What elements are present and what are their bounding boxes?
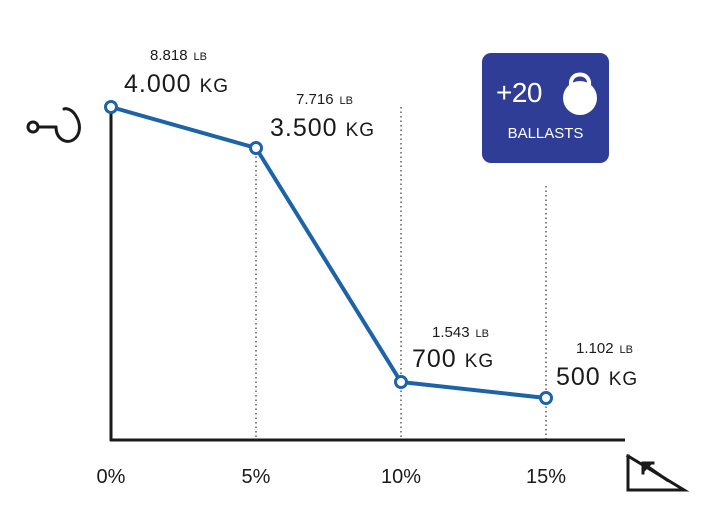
tow-hook-icon xyxy=(26,107,81,143)
kg-unit: KG xyxy=(346,120,375,141)
kg-label: 4.000 KG xyxy=(124,70,229,98)
ballast-label: BALLASTS xyxy=(507,125,584,142)
lb-label: 1.543 LB xyxy=(432,324,489,341)
kg-label: 700 KG xyxy=(412,345,494,373)
data-point xyxy=(104,100,118,114)
data-point xyxy=(394,375,408,389)
incline-slope-icon xyxy=(625,453,690,492)
kg-value: 700 xyxy=(412,345,457,373)
data-point xyxy=(539,391,553,405)
data-point xyxy=(249,141,263,155)
lb-unit: LB xyxy=(476,328,489,340)
lb-value: 7.716 xyxy=(296,91,334,108)
kg-value: 4.000 xyxy=(124,70,192,98)
kg-value: 500 xyxy=(556,363,601,391)
series-line xyxy=(110,105,547,400)
kg-label: 3.500 KG xyxy=(270,114,375,142)
lb-unit: LB xyxy=(620,344,633,356)
x-tick-label: 5% xyxy=(242,466,271,488)
kg-value: 3.500 xyxy=(270,114,338,142)
lb-label: 8.818 LB xyxy=(150,47,207,64)
kg-unit: KG xyxy=(465,351,494,372)
kg-unit: KG xyxy=(200,76,229,97)
kg-unit: KG xyxy=(609,369,638,390)
lb-unit: LB xyxy=(340,95,353,107)
x-tick-label: 10% xyxy=(381,466,421,488)
lb-label: 7.716 LB xyxy=(296,91,353,108)
x-tick-label: 15% xyxy=(526,466,566,488)
kg-label: 500 KG xyxy=(556,363,638,391)
kettlebell-weight-icon xyxy=(563,72,597,115)
lb-label: 1.102 LB xyxy=(576,340,633,357)
ballasts-badge: +20 BALLASTS xyxy=(482,53,609,163)
lb-value: 1.102 xyxy=(576,340,614,357)
lb-unit: LB xyxy=(194,51,207,63)
x-tick-label: 0% xyxy=(97,466,126,488)
lb-value: 1.543 xyxy=(432,324,470,341)
lb-value: 8.818 xyxy=(150,47,188,64)
ballast-count: +20 xyxy=(496,77,543,108)
